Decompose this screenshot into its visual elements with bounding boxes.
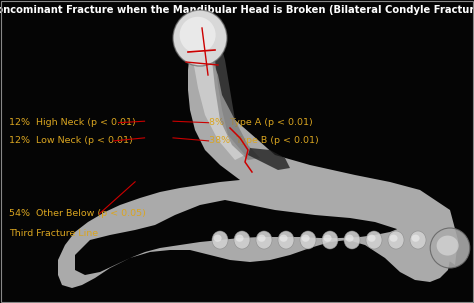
Ellipse shape <box>437 235 459 255</box>
Text: 54%  Other Below (p < 0.05): 54% Other Below (p < 0.05) <box>9 209 146 218</box>
Polygon shape <box>58 28 458 288</box>
Ellipse shape <box>180 17 216 53</box>
Ellipse shape <box>173 10 227 66</box>
Ellipse shape <box>301 235 310 242</box>
Ellipse shape <box>322 231 338 249</box>
Ellipse shape <box>256 231 272 249</box>
Polygon shape <box>248 148 290 170</box>
Text: 12%  Low Neck (p < 0.01): 12% Low Neck (p < 0.01) <box>9 136 133 145</box>
Ellipse shape <box>430 228 470 268</box>
Ellipse shape <box>212 231 228 249</box>
Ellipse shape <box>278 231 294 249</box>
Ellipse shape <box>346 235 354 242</box>
Ellipse shape <box>280 235 288 242</box>
Ellipse shape <box>366 231 382 249</box>
Polygon shape <box>210 35 260 160</box>
Ellipse shape <box>324 235 332 242</box>
Ellipse shape <box>257 235 265 242</box>
Text: 38%  Type B (p < 0.01): 38% Type B (p < 0.01) <box>209 136 319 145</box>
Ellipse shape <box>368 235 375 242</box>
Text: Concominant Fracture when the Mandibular Head is Broken (Bilateral Condyle Fract: Concominant Fracture when the Mandibular… <box>0 5 474 15</box>
Text: 12%  High Neck (p < 0.01): 12% High Neck (p < 0.01) <box>9 118 136 127</box>
Ellipse shape <box>411 235 419 242</box>
Ellipse shape <box>214 235 222 242</box>
Ellipse shape <box>234 231 250 249</box>
Ellipse shape <box>388 231 404 249</box>
Ellipse shape <box>300 231 316 249</box>
Text: 8%  Type A (p < 0.01): 8% Type A (p < 0.01) <box>209 118 312 127</box>
Ellipse shape <box>410 231 426 249</box>
Text: Third Fracture Line: Third Fracture Line <box>9 229 99 238</box>
Ellipse shape <box>390 235 398 242</box>
Ellipse shape <box>236 235 244 242</box>
Polygon shape <box>193 35 245 160</box>
Ellipse shape <box>344 231 360 249</box>
